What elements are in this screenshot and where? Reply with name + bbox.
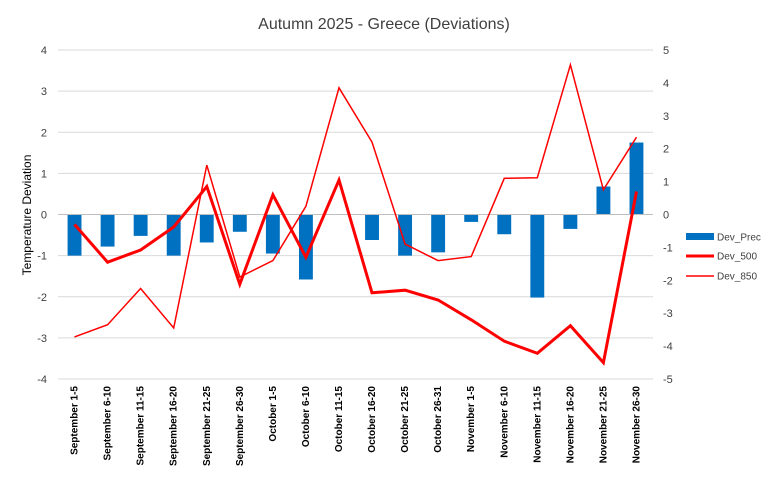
bar-Dev_Prec [67, 214, 82, 256]
y-right-tick-label: 5 [663, 45, 669, 57]
y-right-tick-label: -3 [663, 308, 673, 320]
legend-label: Dev_500 [717, 252, 757, 263]
bar-Dev_Prec [365, 214, 379, 240]
bar-Dev_Prec [563, 214, 578, 229]
bar-Dev_Prec [199, 214, 214, 243]
legend-label: Dev_Prec [717, 233, 761, 244]
x-tick-label: September 11-15 [136, 386, 147, 466]
bar-Dev_Prec [596, 186, 611, 215]
bar-series [67, 142, 644, 298]
x-tick-label: October 16-20 [367, 386, 378, 453]
y-axis-right-ticks: 5 4 3 2 1 0 -1 -2 -3 -4 -5 [663, 45, 673, 386]
y-right-tick-label: -2 [663, 275, 673, 287]
line-series [73, 62, 638, 366]
x-axis-ticks: September 1-5 September 6-10 September 11-… [70, 386, 643, 466]
bar-Dev_Prec [497, 214, 512, 235]
y-left-tick-label: 4 [41, 45, 47, 57]
x-tick-label: September 16-20 [169, 386, 180, 466]
x-tick-label: November 26-30 [631, 386, 642, 464]
x-tick-label: September 1-5 [70, 386, 81, 455]
y-left-tick-label: -3 [37, 333, 47, 345]
y-axis-left-ticks: 4 3 2 1 0 -1 -2 -3 -4 [37, 45, 47, 386]
bar-Dev_Prec [464, 214, 479, 222]
bar-Dev_Prec [133, 214, 148, 236]
bar-Dev_Prec [629, 142, 644, 215]
line-Dev_850 [74, 62, 638, 338]
y-left-tick-label: -1 [37, 251, 47, 263]
x-tick-label: September 6-10 [103, 386, 114, 461]
x-tick-label: November 11-15 [532, 386, 543, 463]
x-tick-label: October 11-15 [334, 386, 345, 453]
x-tick-label: October 1-5 [268, 386, 279, 442]
y-right-tick-label: 0 [663, 210, 669, 222]
bar-Dev_Prec [232, 214, 247, 232]
line-Dev_500 [73, 175, 638, 366]
bar-Dev_Prec [265, 214, 280, 254]
y-left-tick-label: 0 [41, 210, 47, 222]
x-tick-label: November 6-10 [499, 386, 510, 458]
y-left-tick-label: 2 [41, 127, 47, 139]
y-right-tick-label: -5 [663, 374, 673, 386]
bar-Dev_Prec [530, 214, 545, 298]
x-tick-label: October 26-31 [433, 386, 444, 453]
x-tick-label: September 26-30 [235, 386, 246, 466]
x-tick-label: November 16-20 [565, 386, 576, 464]
x-tick-label: October 21-25 [400, 386, 411, 453]
chart-title: Autumn 2025 - Greece (Deviations) [258, 16, 510, 33]
gridlines [58, 49, 653, 380]
legend: Dev_Prec Dev_500 Dev_850 [686, 233, 761, 283]
x-tick-label: November 21-25 [598, 386, 609, 464]
legend-label: Dev_850 [717, 272, 757, 283]
bar-Dev_Prec [431, 214, 446, 253]
y-right-tick-label: 3 [663, 111, 669, 123]
x-tick-label: October 6-10 [301, 386, 312, 448]
y-left-tick-label: -2 [37, 292, 47, 304]
x-tick-label: September 21-25 [202, 386, 213, 466]
x-tick-label: November 1-5 [466, 386, 477, 453]
bar-Dev_Prec [398, 214, 413, 256]
y-left-tick-label: 3 [41, 86, 47, 98]
y-right-tick-label: 1 [663, 177, 669, 189]
y-right-tick-label: -4 [663, 341, 673, 353]
bar-Dev_Prec [298, 214, 313, 280]
bar-Dev_Prec [100, 214, 115, 247]
y-right-tick-label: 4 [663, 78, 669, 90]
y-right-tick-label: 2 [663, 144, 669, 156]
legend-swatch [686, 233, 714, 240]
y-axis-label: Temperature Deviation [20, 155, 34, 276]
y-left-tick-label: -4 [37, 374, 47, 386]
y-left-tick-label: 1 [41, 168, 47, 180]
y-right-tick-label: -1 [663, 242, 673, 254]
